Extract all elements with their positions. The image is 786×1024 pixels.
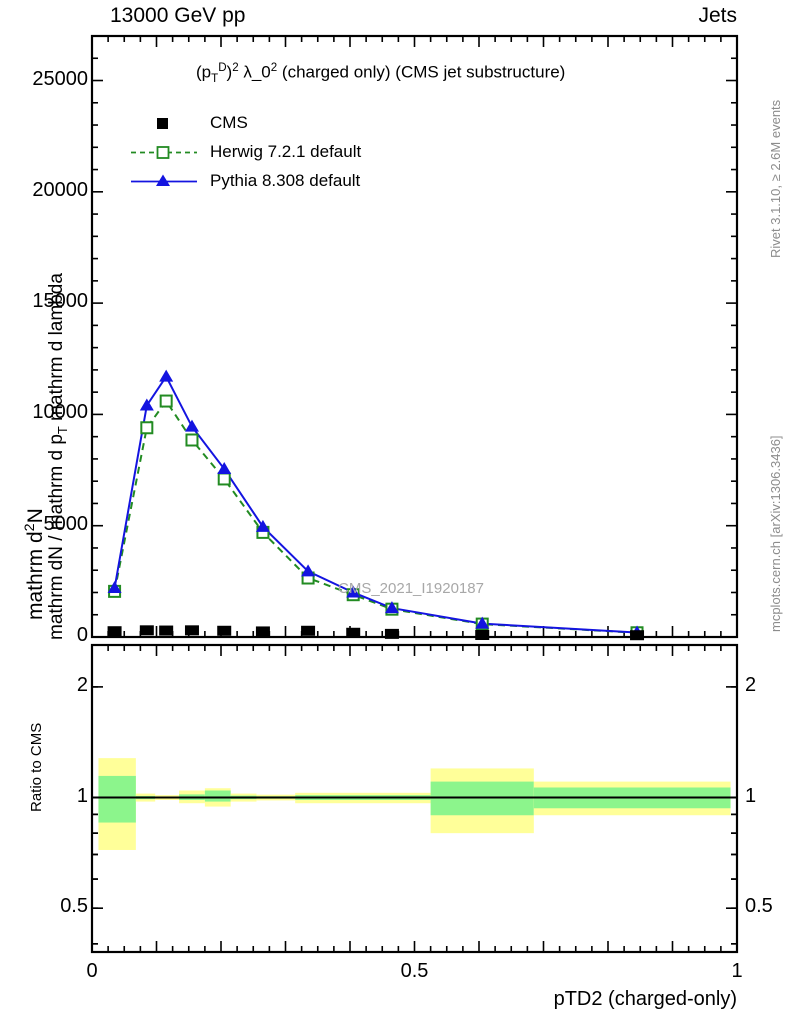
data-point-cms (301, 625, 316, 636)
data-point-pythia (301, 564, 316, 577)
data-point-cms (346, 627, 361, 638)
data-point-cms (159, 625, 174, 636)
data-point-cms (630, 630, 645, 641)
legend-label-pythia: Pythia 8.308 default (210, 170, 361, 190)
data-point-herwig (159, 394, 173, 408)
y-tick-label: 25000 (32, 67, 88, 90)
rivet-version-caption: Rivet 3.1.10, ≥ 2.6M events (768, 99, 783, 258)
data-point-pythia (346, 585, 361, 598)
ratio-tick-label-right: 2 (745, 673, 757, 696)
data-point-pythia (139, 398, 154, 411)
data-point-cms (139, 625, 154, 636)
data-point-cms (217, 625, 232, 636)
data-point-pythia (107, 581, 122, 594)
ratio-band-inner (98, 775, 136, 823)
data-point-cms (184, 625, 199, 636)
y-tick-label: 0 (76, 624, 88, 646)
filled-square-key-icon (130, 113, 198, 133)
dashed-open-square-key-icon (130, 142, 198, 162)
legend-entry-pythia: Pythia 8.308 default (130, 166, 361, 195)
y-tick-label: 10000 (32, 401, 88, 424)
ratio-tick-label-right: 0.5 (745, 895, 773, 918)
data-point-herwig (217, 472, 231, 486)
solid-triangle-key-icon (130, 171, 198, 191)
ratio-tick-label-left: 0.5 (60, 895, 88, 918)
y-tick-label: 20000 (32, 178, 88, 201)
legend: CMS Herwig 7.2.1 default Pythia 8.308 de… (130, 108, 361, 195)
ratio-tick-label-left: 2 (76, 673, 88, 696)
y-axis-title-inner: mathrm dN / mathrm d pT mathrm d lambda (46, 273, 70, 640)
data-point-cms (384, 628, 399, 639)
data-point-cms (107, 626, 122, 637)
x-tick-label: 0 (86, 960, 98, 982)
data-point-pythia (475, 616, 490, 629)
ratio-tick-label-right: 1 (745, 784, 757, 807)
x-tick-label: 1 (731, 960, 743, 982)
data-point-pythia (159, 369, 174, 382)
ratio-band-inner (204, 790, 231, 802)
ratio-axis-title: Ratio to CMS (28, 722, 45, 812)
x-axis-title: pTD2 (charged-only) (553, 988, 737, 1010)
header-beam-info: 13000 GeV pp (110, 4, 246, 27)
plot-title: (pTD)2 λ_02 (charged only) (CMS jet subs… (196, 62, 566, 86)
header-category: Jets (698, 4, 737, 27)
ratio-tick-label-left: 1 (76, 784, 88, 807)
data-point-pythia (384, 601, 399, 614)
y-tick-label: 15000 (32, 290, 88, 313)
data-point-pythia (255, 519, 270, 532)
data-point-herwig (185, 433, 199, 447)
data-point-cms (475, 629, 490, 640)
legend-entry-herwig: Herwig 7.2.1 default (130, 137, 361, 166)
data-point-pythia (184, 419, 199, 432)
y-tick-label: 5000 (43, 512, 89, 535)
data-point-cms (255, 626, 270, 637)
legend-label-herwig: Herwig 7.2.1 default (210, 141, 362, 161)
data-point-pythia (217, 461, 232, 474)
mcplots-caption: mcplots.cern.ch [arXiv:1306.3436] (768, 435, 783, 632)
legend-label-cms: CMS (210, 112, 248, 132)
x-tick-label: 0.5 (400, 960, 429, 982)
data-point-herwig (140, 421, 154, 435)
legend-entry-cms: CMS (130, 108, 361, 137)
analysis-watermark: CMS_2021_I1920187 (338, 580, 484, 597)
